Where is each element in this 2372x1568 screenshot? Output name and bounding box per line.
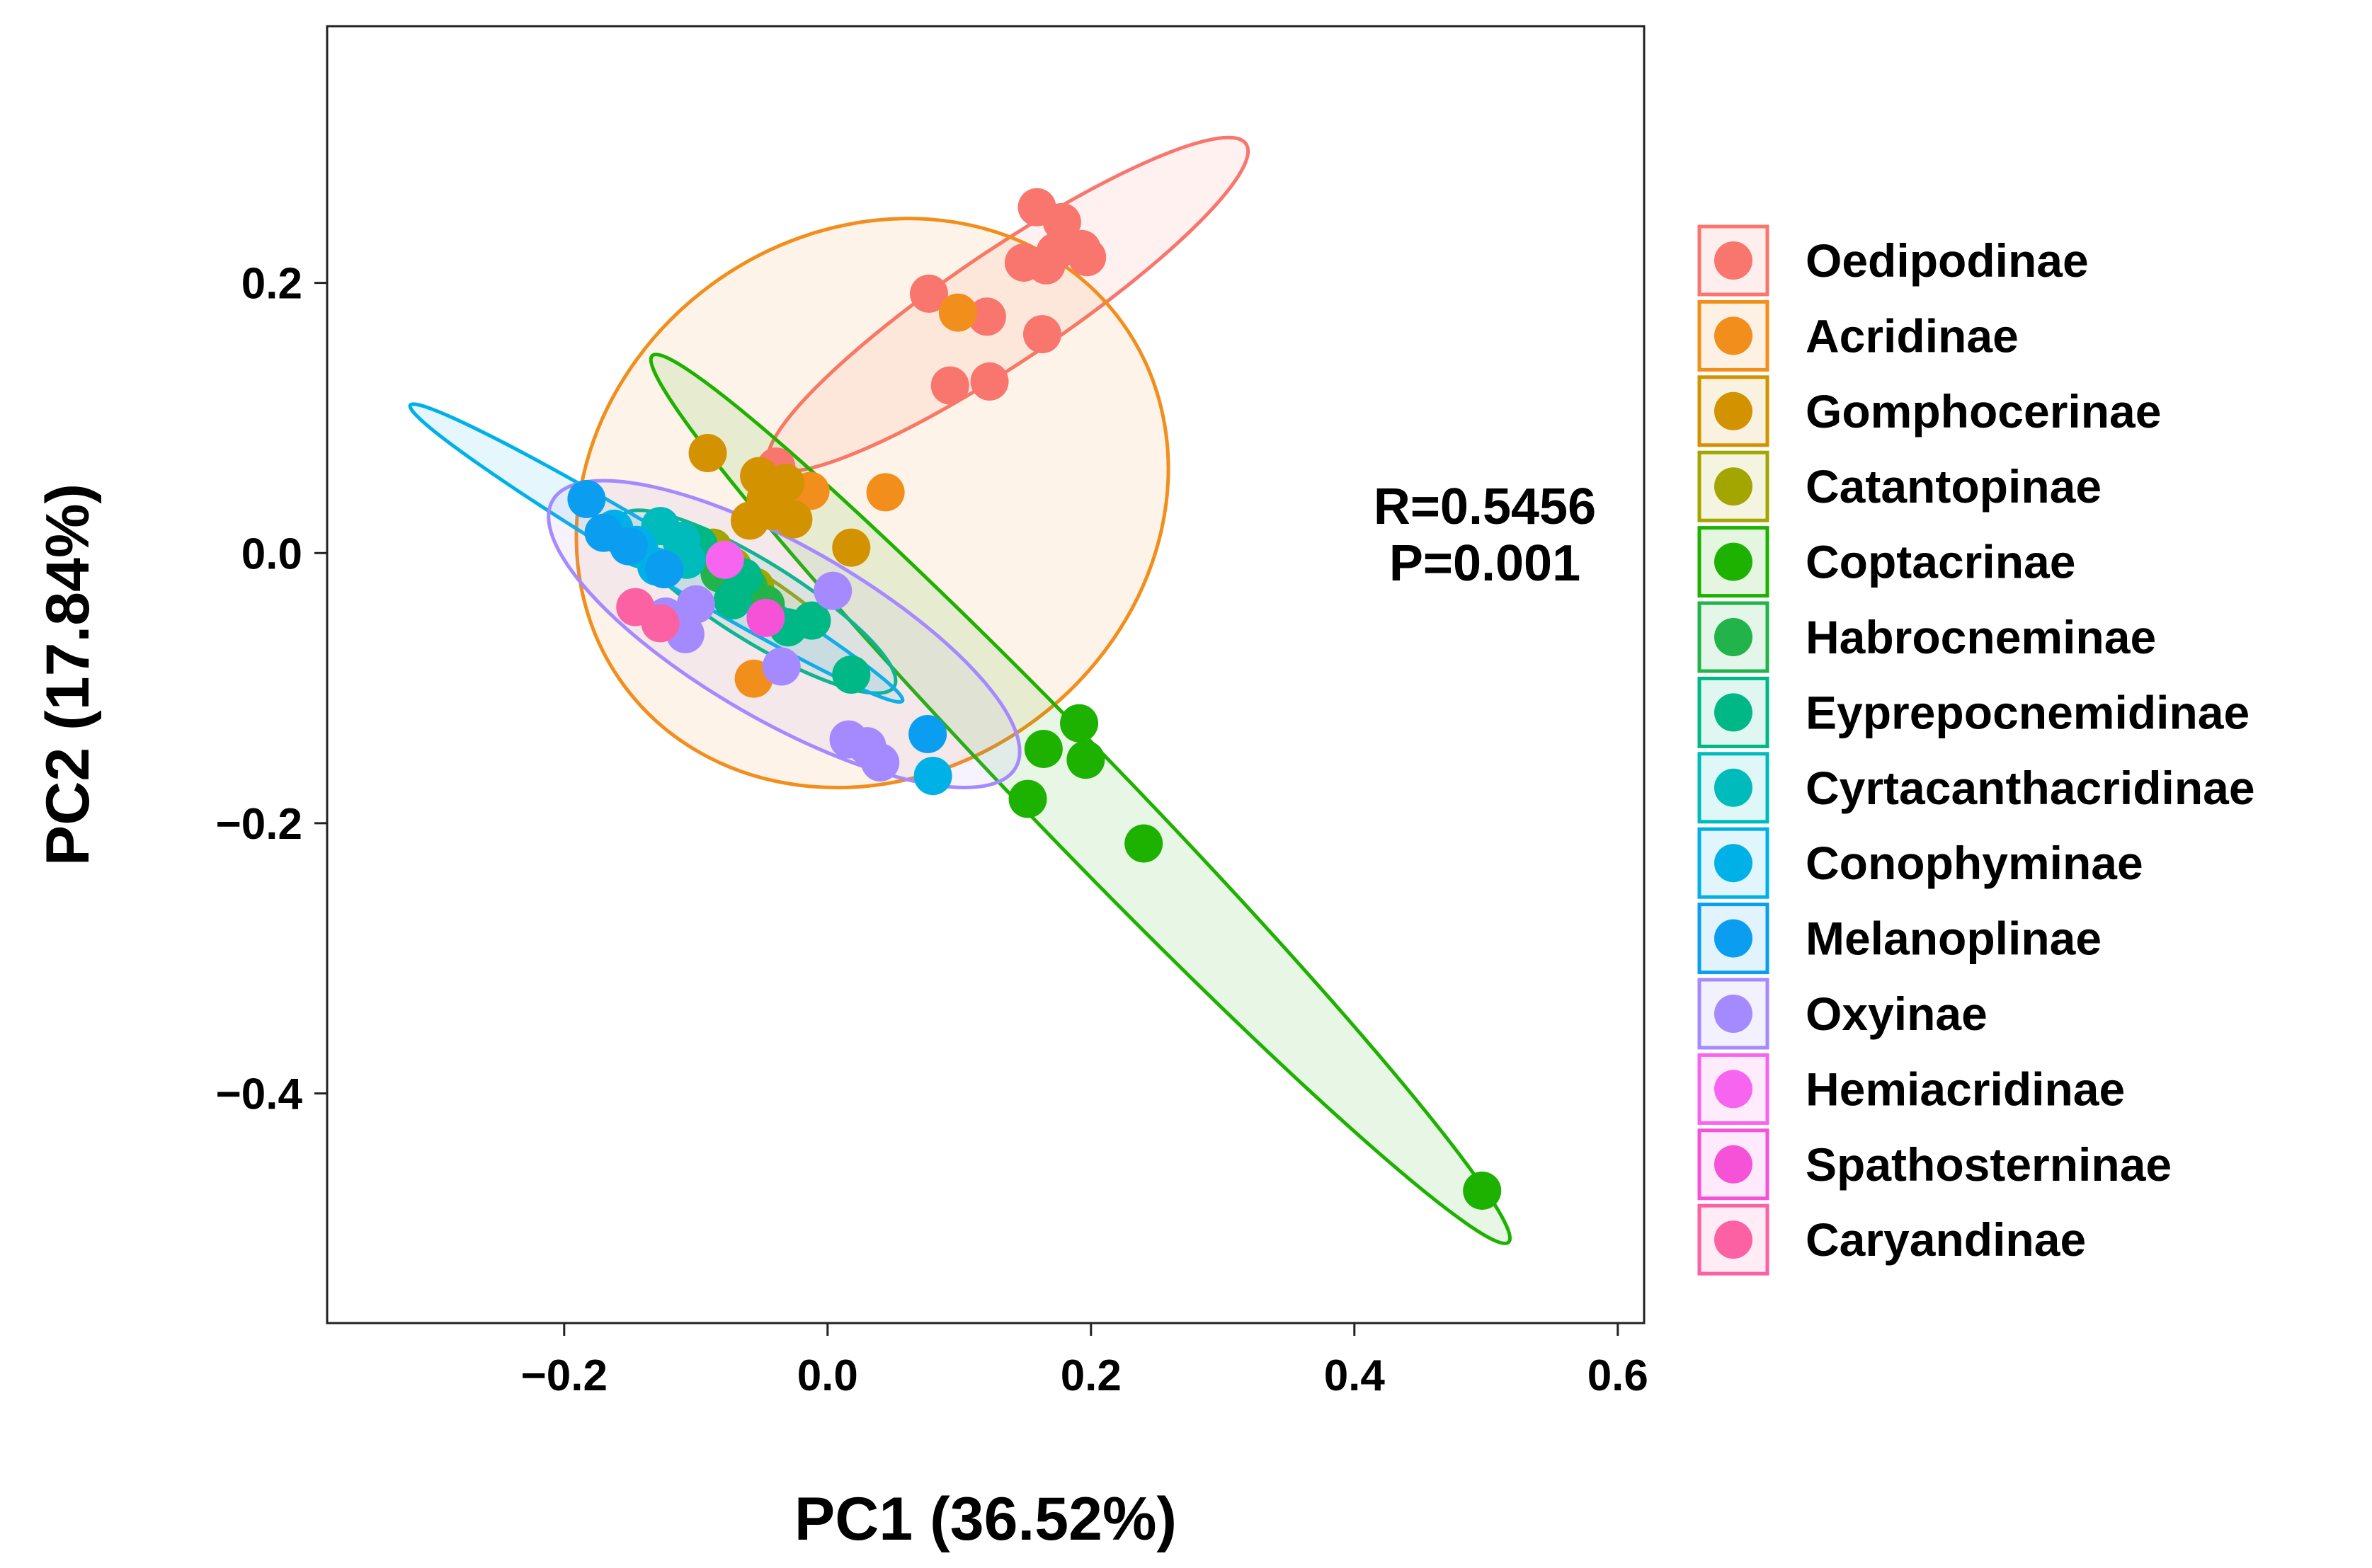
point-caryandinae xyxy=(641,604,680,643)
legend-label-acridinae: Acridinae xyxy=(1806,309,2019,362)
y-tick-label: −0.4 xyxy=(216,1070,303,1119)
point-gomphocerinae xyxy=(688,434,727,473)
plot-frame xyxy=(326,25,1646,1324)
legend-label-gomphocerinae: Gomphocerinae xyxy=(1806,385,2161,437)
x-tick-label: 0.6 xyxy=(1587,1351,1648,1400)
point-oedipodinae xyxy=(930,366,969,405)
legend-marker-coptacrinae xyxy=(1714,542,1752,581)
legend-marker-acridinae xyxy=(1714,316,1752,355)
legend-marker-cyrtacanthacridinae xyxy=(1714,768,1752,807)
legend-label-oxyinae: Oxyinae xyxy=(1806,988,1988,1040)
y-axis-title: PC2 (17.84%) xyxy=(34,483,102,866)
legend-marker-oxyinae xyxy=(1714,995,1752,1033)
point-oedipodinae xyxy=(1022,315,1061,354)
legend-marker-conophyminae xyxy=(1714,844,1752,883)
legend-marker-gomphocerinae xyxy=(1714,391,1752,430)
point-acridinae xyxy=(938,293,977,332)
point-coptacrinae xyxy=(1060,704,1099,743)
point-oxyinae xyxy=(861,743,900,782)
point-gomphocerinae xyxy=(731,501,770,540)
y-tick-label: −0.2 xyxy=(216,800,302,849)
legend-label-hemiacridinae: Hemiacridinae xyxy=(1806,1063,2125,1115)
legend-marker-habrocneminae xyxy=(1714,618,1752,656)
point-coptacrinae xyxy=(1463,1171,1502,1210)
point-melanoplinae xyxy=(567,479,606,518)
point-oedipodinae xyxy=(967,297,1006,336)
y-tick-label: 0.2 xyxy=(241,260,302,309)
point-melanoplinae xyxy=(645,550,684,589)
y-axis-ticks: 0.2 0.0 −0.2 −0.4 xyxy=(216,260,327,1119)
legend-key-conophyminae xyxy=(1697,827,1769,899)
point-melanoplinae xyxy=(609,527,648,566)
legend-label-habrocneminae: Habrocneminae xyxy=(1806,611,2156,663)
x-tick-label: 0.2 xyxy=(1061,1351,1122,1400)
legend-marker-caryandinae xyxy=(1714,1220,1752,1259)
legend-marker-melanoplinae xyxy=(1714,919,1752,958)
annotation-p-value: P=0.001 xyxy=(1389,535,1580,592)
point-coptacrinae xyxy=(1124,824,1163,863)
legend-marker-oedipodinae xyxy=(1714,241,1752,280)
point-hemiacridinae xyxy=(705,540,744,579)
point-oedipodinae xyxy=(1036,232,1075,271)
point-oedipodinae xyxy=(1042,202,1081,241)
point-oedipodinae xyxy=(1068,238,1107,277)
data-points xyxy=(567,188,1502,1210)
x-tick-label: 0.0 xyxy=(797,1351,858,1400)
legend-label-eyprepocnemidinae: Eyprepocnemidinae xyxy=(1806,686,2250,738)
ellipse-coptacrinae xyxy=(649,353,1512,1245)
annotation-r-value: R=0.5456 xyxy=(1374,479,1596,535)
y-tick-label: 0.0 xyxy=(241,530,302,578)
point-eyprepocnemidinae xyxy=(832,656,871,694)
legend-label-conophyminae: Conophyminae xyxy=(1806,837,2143,889)
point-eyprepocnemidinae xyxy=(792,601,831,640)
point-acridinae xyxy=(866,473,905,512)
point-oxyinae xyxy=(814,571,853,610)
point-oedipodinae xyxy=(910,274,949,313)
x-tick-label: −0.2 xyxy=(521,1351,608,1400)
x-axis-title: PC1 (36.52%) xyxy=(794,1485,1177,1553)
legend-marker-spathosterninae xyxy=(1714,1145,1752,1184)
legend: Oedipodinae Acridinae Gomphocerinae Catanto… xyxy=(1697,224,2255,1276)
confidence-ellipses xyxy=(408,135,1512,1245)
point-gomphocerinae xyxy=(832,528,871,567)
point-oxyinae xyxy=(762,647,801,686)
point-oxyinae xyxy=(676,585,715,624)
point-gomphocerinae xyxy=(774,500,813,539)
x-axis-ticks: −0.2 0.0 0.2 0.4 0.6 xyxy=(521,1323,1648,1400)
legend-label-spathosterninae: Spathosterninae xyxy=(1806,1138,2172,1191)
legend-label-coptacrinae: Coptacrinae xyxy=(1806,536,2075,588)
legend-marker-hemiacridinae xyxy=(1714,1070,1752,1109)
legend-marker-catantopinae xyxy=(1714,467,1752,506)
legend-key-melanoplinae xyxy=(1697,903,1769,975)
legend-label-catantopinae: Catantopinae xyxy=(1806,460,2102,513)
point-coptacrinae xyxy=(1066,740,1105,779)
x-tick-label: 0.4 xyxy=(1324,1351,1386,1400)
point-oedipodinae xyxy=(970,362,1009,401)
legend-marker-eyprepocnemidinae xyxy=(1714,693,1752,732)
legend-label-caryandinae: Caryandinae xyxy=(1806,1213,2086,1266)
point-coptacrinae xyxy=(1008,779,1047,818)
legend-label-cyrtacanthacridinae: Cyrtacanthacridinae xyxy=(1806,762,2255,814)
point-melanoplinae xyxy=(908,714,947,753)
point-coptacrinae xyxy=(1024,729,1063,768)
legend-label-melanoplinae: Melanoplinae xyxy=(1806,912,2102,965)
legend-key-acridinae xyxy=(1697,299,1769,372)
legend-label-oedipodinae: Oedipodinae xyxy=(1806,234,2089,287)
point-oedipodinae xyxy=(1004,243,1043,282)
point-spathosterninae xyxy=(746,598,785,637)
point-conophyminae xyxy=(913,757,952,796)
